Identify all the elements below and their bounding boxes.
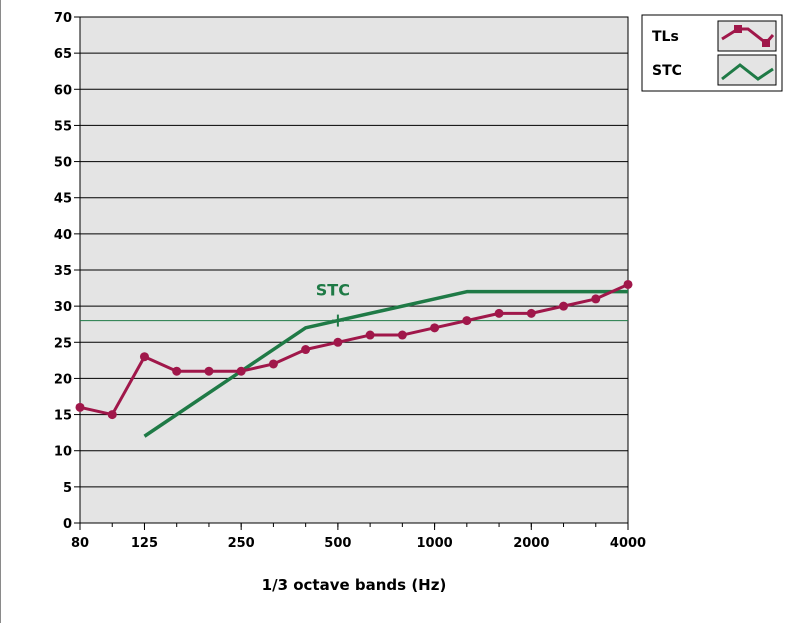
- x-tick-label: 250: [228, 536, 255, 551]
- legend-label: STC: [652, 63, 682, 79]
- tls-point: [301, 345, 311, 355]
- y-tick-label: 50: [54, 156, 72, 171]
- stc-annotation-label: STC: [316, 281, 350, 300]
- tls-point: [75, 402, 85, 412]
- annotation-layer: STC: [316, 281, 350, 327]
- legend-label: TLs: [652, 29, 679, 45]
- tls-point: [526, 308, 536, 318]
- y-tick-label: 65: [54, 47, 72, 62]
- legend-swatch-marker: [734, 25, 742, 33]
- tls-point: [559, 301, 569, 311]
- y-tick-label: 15: [54, 409, 72, 424]
- y-tick-label: 20: [54, 372, 72, 387]
- tls-point: [236, 366, 246, 376]
- tls-point: [430, 323, 440, 333]
- tls-point: [623, 279, 633, 289]
- y-tick-label: 45: [54, 192, 72, 207]
- tls-point: [462, 316, 472, 326]
- legend-swatch-marker: [762, 39, 770, 47]
- x-tick-label: 80: [71, 536, 89, 551]
- legend-items: TLs STC: [652, 20, 777, 86]
- y-tick-label: 5: [63, 481, 72, 496]
- x-tick-label: 2000: [513, 536, 549, 551]
- x-tick-label: 4000: [610, 536, 646, 551]
- tls-point: [333, 337, 343, 347]
- y-tick-label: 35: [54, 264, 72, 279]
- grid-lines: [80, 52, 628, 488]
- y-tick-label: 40: [54, 228, 72, 243]
- left-border-rule: [0, 0, 1, 623]
- tls-point: [494, 308, 504, 318]
- y-tick-label: 60: [54, 83, 72, 98]
- tls-point: [365, 330, 375, 340]
- legend: TLs STC: [641, 14, 783, 92]
- y-tick-label: 0: [63, 517, 72, 532]
- tls-point: [139, 352, 149, 362]
- x-tick-label: 1000: [416, 536, 452, 551]
- y-tick-label: 55: [54, 119, 72, 134]
- series-line-tls: [79, 283, 629, 417]
- x-tick-label: 500: [324, 536, 351, 551]
- tls-point: [591, 294, 601, 304]
- x-axis: 80 125 250 500 1000 2000 4000: [71, 523, 646, 551]
- x-tick-label: 125: [131, 536, 158, 551]
- tls-point: [204, 366, 214, 376]
- tls-point: [268, 359, 278, 369]
- x-axis-title: 1/3 octave bands (Hz): [262, 576, 447, 594]
- y-tick-label: 10: [54, 445, 72, 460]
- tls-point: [107, 410, 117, 420]
- tls-point: [172, 366, 182, 376]
- y-tick-label: 30: [54, 300, 72, 315]
- y-tick-label: 25: [54, 336, 72, 351]
- tls-point: [397, 330, 407, 340]
- y-axis: 0 5 10 15 20 25 30 35 40 45 50 55 60 65 70: [54, 11, 80, 532]
- legend-swatch-line: [721, 63, 774, 81]
- y-tick-label: 70: [54, 11, 72, 26]
